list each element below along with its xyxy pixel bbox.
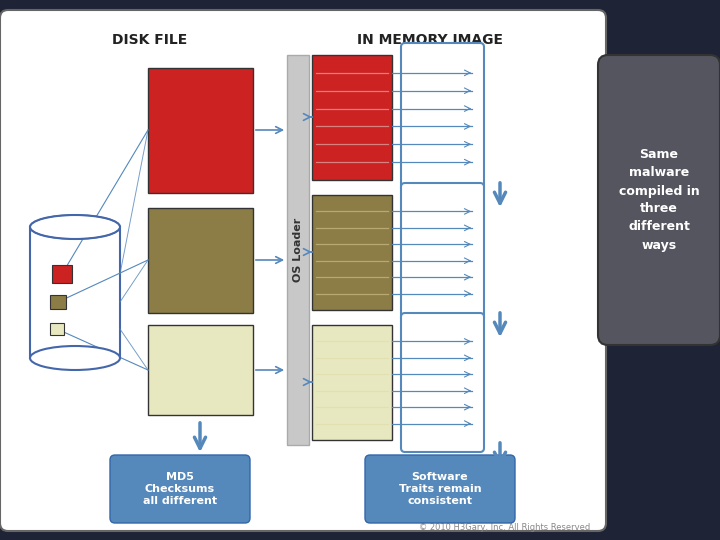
Bar bbox=[148, 208, 253, 313]
Bar bbox=[50, 295, 66, 309]
Text: IN MEMORY IMAGE: IN MEMORY IMAGE bbox=[357, 33, 503, 47]
Text: OS Loader: OS Loader bbox=[293, 218, 303, 282]
Bar bbox=[148, 325, 253, 415]
FancyBboxPatch shape bbox=[365, 455, 515, 523]
FancyBboxPatch shape bbox=[401, 183, 484, 322]
Text: © 2010 H3Gary, Inc. All Rights Reserved: © 2010 H3Gary, Inc. All Rights Reserved bbox=[419, 523, 590, 532]
Text: DISK FILE: DISK FILE bbox=[112, 33, 188, 47]
Bar bbox=[148, 68, 253, 193]
Ellipse shape bbox=[30, 346, 120, 370]
FancyBboxPatch shape bbox=[401, 313, 484, 452]
Text: Same
malware
compiled in
three
different
ways: Same malware compiled in three different… bbox=[618, 148, 699, 252]
FancyBboxPatch shape bbox=[0, 10, 606, 531]
FancyBboxPatch shape bbox=[598, 55, 720, 345]
FancyBboxPatch shape bbox=[30, 227, 120, 358]
Bar bbox=[52, 265, 72, 283]
Bar bbox=[50, 323, 64, 335]
FancyBboxPatch shape bbox=[110, 455, 250, 523]
Ellipse shape bbox=[30, 215, 120, 239]
FancyBboxPatch shape bbox=[401, 43, 484, 192]
Bar bbox=[312, 325, 392, 440]
Bar bbox=[312, 55, 392, 180]
Bar bbox=[312, 195, 392, 310]
FancyBboxPatch shape bbox=[287, 55, 309, 445]
Text: Software
Traits remain
consistent: Software Traits remain consistent bbox=[399, 472, 481, 505]
Text: MD5
Checksums
all different: MD5 Checksums all different bbox=[143, 472, 217, 505]
